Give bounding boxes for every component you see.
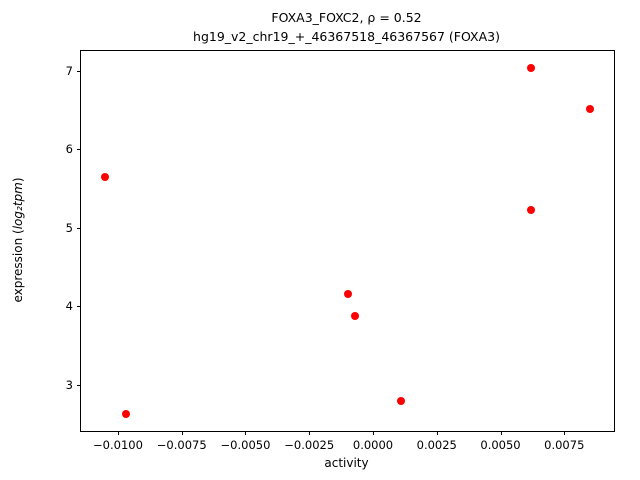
x-tick-label: 0.0000 — [352, 438, 394, 452]
chart-title-line1: FOXA3_FOXC2, ρ = 0.52 — [271, 10, 422, 25]
x-tick-label: 0.0050 — [480, 438, 521, 452]
chart-title-line2: hg19_v2_chr19_+_46367518_46367567 (FOXA3… — [193, 29, 500, 45]
data-point — [397, 397, 406, 406]
y-tick-mark — [77, 70, 81, 72]
data-point — [527, 64, 536, 73]
x-tick-mark — [436, 431, 438, 435]
x-tick-label: −0.0025 — [284, 438, 335, 452]
data-point — [101, 172, 110, 181]
y-tick-mark — [77, 384, 81, 386]
y-tick-label: 6 — [65, 142, 73, 157]
plot-area: −0.0100 −0.0075 −0.0050 −0.0025 0.0000 0.0025… — [66, 50, 615, 452]
y-tick-mark — [77, 227, 81, 229]
x-tick-mark — [117, 431, 119, 435]
x-tick-mark — [564, 431, 566, 435]
x-tick-mark — [500, 431, 502, 435]
x-tick-label: 0.0025 — [416, 438, 457, 452]
x-tick-label: −0.0050 — [220, 438, 271, 452]
y-tick-label: 4 — [65, 299, 73, 314]
data-point — [343, 290, 352, 299]
x-axis-label: activity — [324, 456, 369, 470]
y-axis-label-pre: expression ( — [11, 229, 25, 303]
data-point — [527, 205, 536, 214]
y-axis-label-math: log₂tpm — [11, 182, 25, 230]
x-tick-label: 0.0075 — [544, 438, 585, 452]
y-tick-label: 5 — [65, 220, 73, 235]
x-tick-mark — [373, 431, 374, 435]
data-point — [351, 312, 360, 321]
y-tick-label: 3 — [65, 377, 73, 392]
x-tick-mark — [245, 431, 247, 435]
data-point — [585, 105, 594, 114]
y-axis-label-post: ) — [11, 177, 25, 183]
x-tick-mark — [309, 431, 311, 435]
x-tick-label: −0.0075 — [156, 438, 207, 452]
x-tick-label: −0.0100 — [93, 438, 143, 452]
data-point — [121, 409, 130, 418]
y-tick-mark — [77, 306, 81, 308]
y-tick-label: 7 — [65, 63, 73, 78]
y-tick-mark — [77, 149, 81, 151]
chart-title: FOXA3_FOXC2, ρ = 0.52 hg19_v2_chr19_+_46… — [80, 8, 613, 47]
x-tick-mark — [181, 431, 183, 435]
y-axis-label: expression (log₂tpm) — [11, 177, 25, 302]
